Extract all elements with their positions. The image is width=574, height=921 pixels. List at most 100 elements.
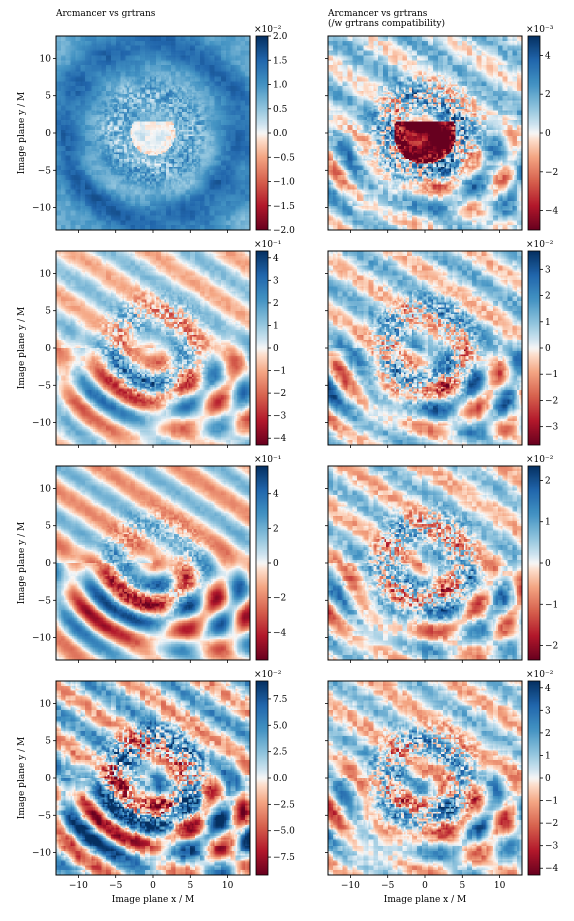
colorbar-tick-label: −1.0	[273, 178, 295, 188]
heatmap-image	[56, 466, 250, 660]
x-tick-label: 0	[422, 881, 428, 891]
y-tick-label: 0	[45, 559, 51, 569]
colorbar-tick-label: 4	[273, 490, 279, 500]
y-axis-label: Image plane y / M	[17, 307, 27, 389]
colorbar	[528, 466, 540, 660]
colorbar-tick-label: 0	[273, 559, 279, 569]
y-tick-label: 0	[45, 344, 51, 354]
colorbar-tick-label: −1	[273, 367, 286, 377]
panel-3-0: −10 −5 0 5 10 −10 −5 0 5 10 Image plane x / M Image…	[17, 670, 295, 905]
colorbar-tick-label: −3	[545, 423, 559, 433]
colorbar-tick-label: 0.5	[273, 105, 288, 115]
y-tick-label: 10	[40, 269, 52, 279]
x-tick-label: 5	[187, 881, 193, 891]
colorbar-scale-label: ×10⁻²	[526, 670, 554, 680]
colorbar-tick-label: 4	[545, 51, 551, 61]
y-tick-label: −5	[38, 596, 52, 606]
y-tick-label: 5	[45, 307, 51, 317]
colorbar-scale-label: ×10⁻¹	[254, 240, 281, 250]
colorbar-tick-label: 5.0	[273, 721, 288, 731]
x-tick-label: 5	[459, 881, 465, 891]
colorbar-tick-label: −0.5	[273, 153, 295, 163]
colorbar-tick-label: −3	[273, 412, 287, 422]
colorbar-tick-label: −3	[545, 842, 559, 852]
colorbar-tick-label: 2	[273, 299, 279, 309]
colorbar-tick-label: 3	[545, 265, 551, 275]
colorbar-tick-label: 2	[273, 524, 279, 534]
colorbar	[528, 251, 540, 445]
colorbar-tick-label: −2	[545, 168, 558, 178]
x-tick-label: 10	[222, 881, 234, 891]
heatmap-image	[328, 36, 522, 230]
x-tick-label: 10	[494, 881, 506, 891]
y-tick-label: 10	[40, 699, 52, 709]
heatmap-image	[328, 466, 522, 660]
y-tick-label: 10	[40, 54, 52, 64]
x-tick-label: −10	[341, 881, 360, 891]
heatmap-image	[56, 251, 250, 445]
colorbar-tick-label: 3	[545, 706, 551, 716]
colorbar-tick-label: 1.5	[273, 56, 288, 66]
colorbar-tick-label: 1	[273, 321, 279, 331]
x-axis-label: Image plane x / M	[112, 895, 194, 905]
colorbar-tick-label: 0.0	[273, 774, 288, 784]
colorbar-tick-label: −1.5	[273, 202, 295, 212]
panel-title-line: Arcmancer vs grtrans	[327, 9, 428, 19]
y-axis-label: Image plane y / M	[17, 522, 27, 604]
colorbar-tick-label: 1	[545, 751, 551, 761]
colorbar-tick-label: 1.0	[273, 81, 288, 91]
colorbar-tick-label: 0	[545, 129, 551, 139]
colorbar	[256, 681, 268, 875]
y-tick-label: −5	[38, 811, 52, 821]
panel-0-0: −10 −5 0 5 10 Image plane y / M Arcmancer vs g…	[17, 9, 295, 236]
colorbar-scale-label: ×10⁻²	[254, 670, 282, 680]
colorbar-tick-label: −1	[545, 600, 558, 610]
y-axis-label: Image plane y / M	[17, 737, 27, 819]
y-tick-label: 10	[40, 484, 52, 494]
colorbar-tick-label: 7.5	[273, 695, 288, 705]
colorbar	[256, 251, 268, 445]
colorbar-tick-label: 0	[545, 344, 551, 354]
panel-1-1: −3 −2 −1 0 1 2 3 ×10⁻²	[325, 240, 559, 448]
colorbar	[256, 466, 268, 660]
heatmap-image	[56, 681, 250, 875]
colorbar-scale-label: ×10⁻²	[254, 25, 282, 35]
colorbar-tick-label: −2	[545, 819, 558, 829]
colorbar-tick-label: 0	[273, 344, 279, 354]
colorbar-tick-label: 2.5	[273, 748, 288, 758]
colorbar-tick-label: 0	[545, 559, 551, 569]
colorbar	[256, 36, 268, 230]
y-tick-label: −10	[32, 419, 51, 429]
colorbar-tick-label: 0	[545, 774, 551, 784]
colorbar-tick-label: −2	[273, 389, 286, 399]
x-tick-label: −5	[381, 881, 395, 891]
colorbar-tick-label: 1	[545, 518, 551, 528]
panel-title-line: (/w grtrans compatibility)	[328, 18, 445, 29]
colorbar-scale-label: ×10⁻²	[526, 455, 554, 465]
colorbar-tick-label: −2	[545, 642, 558, 652]
colorbar-tick-label: 3	[273, 276, 279, 286]
colorbar	[528, 681, 540, 875]
colorbar-tick-label: 1	[545, 318, 551, 328]
colorbar-tick-label: −2	[273, 594, 286, 604]
colorbar-tick-label: −4	[545, 864, 559, 874]
colorbar-tick-label: 0.0	[273, 129, 288, 139]
panel-2-1: −2 −1 0 1 2 ×10⁻²	[325, 455, 558, 663]
colorbar-scale-label: ×10⁻²	[526, 240, 554, 250]
heatmap-image	[56, 36, 250, 230]
colorbar-tick-label: 2	[545, 90, 551, 100]
y-tick-label: −10	[32, 849, 51, 859]
y-tick-label: −10	[32, 634, 51, 644]
colorbar-tick-label: −1	[545, 370, 558, 380]
x-tick-label: 0	[150, 881, 156, 891]
heatmap-image	[328, 251, 522, 445]
colorbar-tick-label: 4	[545, 684, 551, 694]
colorbar-tick-label: −1	[545, 797, 558, 807]
x-axis-label: Image plane x / M	[384, 895, 466, 905]
colorbar-scale-label: ×10⁻¹	[254, 455, 281, 465]
colorbar-tick-label: −2	[545, 396, 558, 406]
y-tick-label: 0	[45, 129, 51, 139]
colorbar-tick-label: −2.0	[273, 226, 295, 236]
